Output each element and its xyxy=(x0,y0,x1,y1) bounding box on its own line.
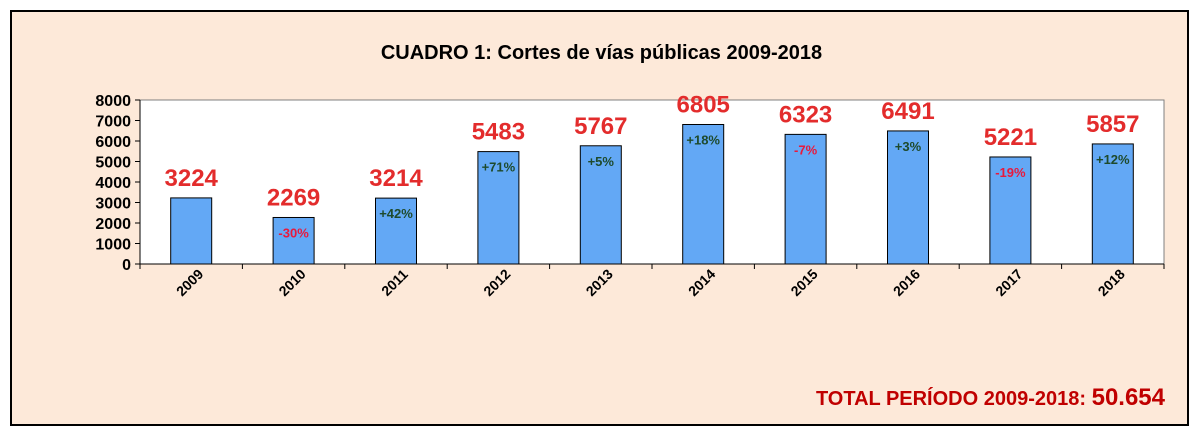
bar-2015 xyxy=(784,133,827,265)
chart-title: CUADRO 1: Cortes de vías públicas 2009-2… xyxy=(380,42,823,64)
x-tick-label-2017: 2017 xyxy=(992,266,1025,299)
y-tick-label: 2000 xyxy=(95,216,131,233)
x-tick-label-2014: 2014 xyxy=(685,266,718,299)
x-tick-label-2018: 2018 xyxy=(1095,266,1128,299)
change-label-2014: +18% xyxy=(686,132,720,147)
change-label-2012: +71% xyxy=(482,160,516,175)
value-label-2009: 3224 xyxy=(165,165,219,192)
value-label-2011: 3214 xyxy=(369,165,423,192)
value-label-2016: 6491 xyxy=(881,98,934,125)
bar-2012 xyxy=(477,151,520,265)
bar-2009 xyxy=(170,197,213,265)
change-label-2017: -19% xyxy=(995,165,1026,180)
change-label-2010: -30% xyxy=(278,225,309,240)
total-value: 50.654 xyxy=(1091,384,1165,411)
y-tick-label: 7000 xyxy=(95,114,131,131)
value-label-2018: 5857 xyxy=(1086,111,1139,138)
total-label: TOTAL PERÍODO 2009-2018: xyxy=(815,388,1092,410)
change-label-2016: +3% xyxy=(895,139,922,154)
x-tick-label-2013: 2013 xyxy=(583,266,616,299)
y-tick-label: 3000 xyxy=(95,196,131,213)
y-tick-label: 1000 xyxy=(95,237,131,254)
x-tick-label-2010: 2010 xyxy=(275,266,308,299)
bar-2018 xyxy=(1091,143,1134,265)
y-tick-label: 4000 xyxy=(95,175,131,192)
bar-2017 xyxy=(989,156,1032,265)
bar-2011 xyxy=(375,197,417,265)
value-label-2012: 5483 xyxy=(472,119,525,146)
value-label-2014: 6805 xyxy=(677,91,730,118)
bar-2014 xyxy=(682,123,725,265)
bar-2016 xyxy=(887,130,929,265)
bar-2010 xyxy=(272,216,315,265)
change-label-2013: +5% xyxy=(588,154,615,169)
total-period: TOTAL PERÍODO 2009-2018: 50.654 xyxy=(816,384,1165,412)
x-tick-label-2016: 2016 xyxy=(890,266,923,299)
y-tick-label: 6000 xyxy=(95,134,131,151)
value-label-2013: 5767 xyxy=(574,113,627,140)
y-tick-label: 0 xyxy=(122,257,131,274)
x-tick-label-2011: 2011 xyxy=(378,266,411,299)
value-label-2017: 5221 xyxy=(984,124,1037,151)
value-label-2015: 6323 xyxy=(779,101,832,128)
x-tick-label-2009: 2009 xyxy=(173,266,206,299)
change-label-2018: +12% xyxy=(1096,152,1130,167)
bar-2013 xyxy=(579,145,622,265)
y-tick-label: 5000 xyxy=(95,155,131,172)
value-label-2010: 2269 xyxy=(267,184,320,211)
y-tick-label: 8000 xyxy=(95,93,131,110)
change-label-2011: +42% xyxy=(379,206,413,221)
x-tick-label-2012: 2012 xyxy=(480,266,513,299)
change-label-2015: -7% xyxy=(794,142,818,157)
x-tick-label-2015: 2015 xyxy=(787,266,820,299)
